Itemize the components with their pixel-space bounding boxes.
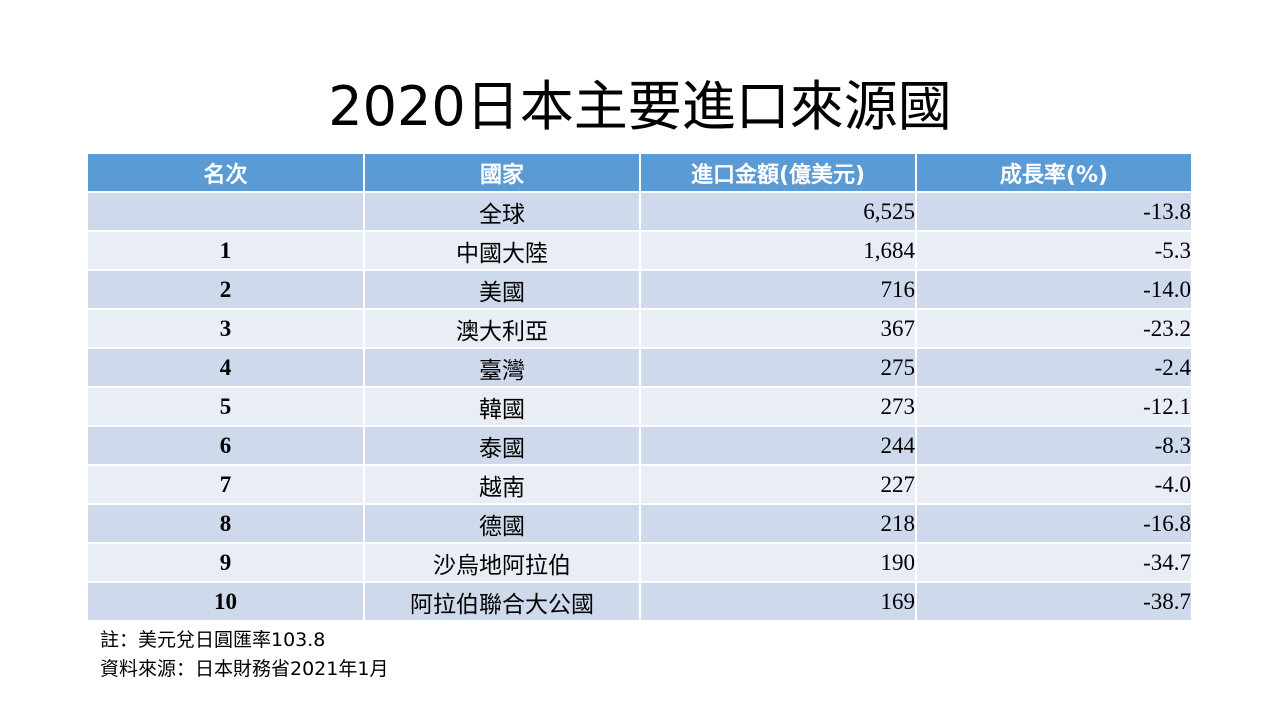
country-cell: 越南 <box>364 465 641 505</box>
page-title: 2020日本主要進口來源國 <box>328 75 952 138</box>
table-row: 7 越南 227 -4.0 <box>88 465 1193 505</box>
country-cell: 全球 <box>364 192 641 232</box>
country-cell: 美國 <box>364 270 641 310</box>
growth-cell: -16.8 <box>916 504 1193 544</box>
country-cell: 沙烏地阿拉伯 <box>364 543 641 583</box>
rank-cell: 10 <box>88 582 365 622</box>
table-header-row: 名次 國家 進口金額(億美元) 成長率(%) <box>88 154 1193 193</box>
growth-cell: -4.0 <box>916 465 1193 505</box>
rank-cell: 2 <box>88 270 365 310</box>
amount-cell: 273 <box>640 387 917 427</box>
amount-cell: 367 <box>640 309 917 349</box>
amount-cell: 244 <box>640 426 917 466</box>
amount-cell: 169 <box>640 582 917 622</box>
rank-cell: 4 <box>88 348 365 388</box>
rank-cell: 8 <box>88 504 365 544</box>
amount-cell: 218 <box>640 504 917 544</box>
growth-cell: -23.2 <box>916 309 1193 349</box>
country-cell: 臺灣 <box>364 348 641 388</box>
rank-cell: 5 <box>88 387 365 427</box>
country-cell: 泰國 <box>364 426 641 466</box>
growth-cell: -13.8 <box>916 192 1193 232</box>
table-row: 4 臺灣 275 -2.4 <box>88 348 1193 388</box>
amount-cell: 716 <box>640 270 917 310</box>
growth-cell: -5.3 <box>916 231 1193 271</box>
data-source-note: 資料來源：日本財務省2021年1月 <box>100 658 389 680</box>
footnotes: 註：美元兌日圓匯率103.8 資料來源：日本財務省2021年1月 <box>100 626 388 684</box>
growth-cell: -34.7 <box>916 543 1193 583</box>
amount-cell: 1,684 <box>640 231 917 271</box>
table-row: 10 阿拉伯聯合大公國 169 -38.7 <box>88 582 1193 622</box>
table-row: 6 泰國 244 -8.3 <box>88 426 1193 466</box>
rank-cell: 3 <box>88 309 365 349</box>
amount-cell: 6,525 <box>640 192 917 232</box>
growth-cell: -8.3 <box>916 426 1193 466</box>
table-row: 8 德國 218 -16.8 <box>88 504 1193 544</box>
header-country: 國家 <box>364 154 641 193</box>
country-cell: 澳大利亞 <box>364 309 641 349</box>
country-cell: 德國 <box>364 504 641 544</box>
rank-cell: 9 <box>88 543 365 583</box>
table-row: 5 韓國 273 -12.1 <box>88 387 1193 427</box>
header-rank: 名次 <box>88 154 365 193</box>
header-growth: 成長率(%) <box>916 154 1193 193</box>
exchange-rate-note: 註：美元兌日圓匯率103.8 <box>100 629 326 651</box>
table-row: 9 沙烏地阿拉伯 190 -34.7 <box>88 543 1193 583</box>
growth-cell: -2.4 <box>916 348 1193 388</box>
table-row: 1 中國大陸 1,684 -5.3 <box>88 231 1193 271</box>
table-row: 2 美國 716 -14.0 <box>88 270 1193 310</box>
table-row: 全球 6,525 -13.8 <box>88 192 1193 232</box>
rank-cell: 6 <box>88 426 365 466</box>
growth-cell: -12.1 <box>916 387 1193 427</box>
country-cell: 韓國 <box>364 387 641 427</box>
country-cell: 阿拉伯聯合大公國 <box>364 582 641 622</box>
table-row: 3 澳大利亞 367 -23.2 <box>88 309 1193 349</box>
growth-cell: -14.0 <box>916 270 1193 310</box>
header-amount: 進口金額(億美元) <box>640 154 917 193</box>
amount-cell: 227 <box>640 465 917 505</box>
amount-cell: 190 <box>640 543 917 583</box>
growth-cell: -38.7 <box>916 582 1193 622</box>
rank-cell <box>88 192 365 232</box>
rank-cell: 1 <box>88 231 365 271</box>
amount-cell: 275 <box>640 348 917 388</box>
country-cell: 中國大陸 <box>364 231 641 271</box>
rank-cell: 7 <box>88 465 365 505</box>
import-table: 名次 國家 進口金額(億美元) 成長率(%) 全球 6,525 -13.8 1 … <box>88 154 1193 622</box>
